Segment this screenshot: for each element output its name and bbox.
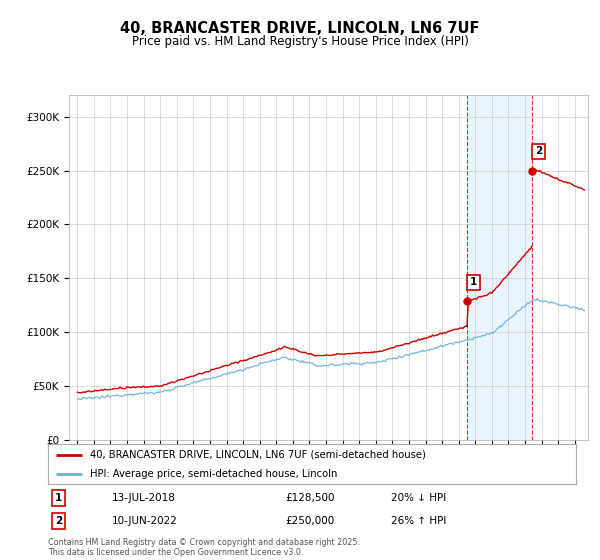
Text: 13-JUL-2018: 13-JUL-2018 xyxy=(112,493,175,503)
Text: Price paid vs. HM Land Registry's House Price Index (HPI): Price paid vs. HM Land Registry's House … xyxy=(131,35,469,48)
Bar xyxy=(467,95,532,440)
Text: 1: 1 xyxy=(470,277,477,287)
Text: 26% ↑ HPI: 26% ↑ HPI xyxy=(391,516,446,526)
Text: 40, BRANCASTER DRIVE, LINCOLN, LN6 7UF (semi-detached house): 40, BRANCASTER DRIVE, LINCOLN, LN6 7UF (… xyxy=(90,450,426,460)
Text: 1: 1 xyxy=(55,493,62,503)
Text: 2: 2 xyxy=(55,516,62,526)
Text: 10-JUN-2022: 10-JUN-2022 xyxy=(112,516,177,526)
Text: £250,000: £250,000 xyxy=(286,516,335,526)
Text: Contains HM Land Registry data © Crown copyright and database right 2025.
This d: Contains HM Land Registry data © Crown c… xyxy=(48,538,360,557)
Text: 2: 2 xyxy=(535,146,542,156)
Text: 20% ↓ HPI: 20% ↓ HPI xyxy=(391,493,446,503)
Text: £128,500: £128,500 xyxy=(286,493,335,503)
Text: 40, BRANCASTER DRIVE, LINCOLN, LN6 7UF: 40, BRANCASTER DRIVE, LINCOLN, LN6 7UF xyxy=(120,21,480,36)
Text: HPI: Average price, semi-detached house, Lincoln: HPI: Average price, semi-detached house,… xyxy=(90,469,338,478)
